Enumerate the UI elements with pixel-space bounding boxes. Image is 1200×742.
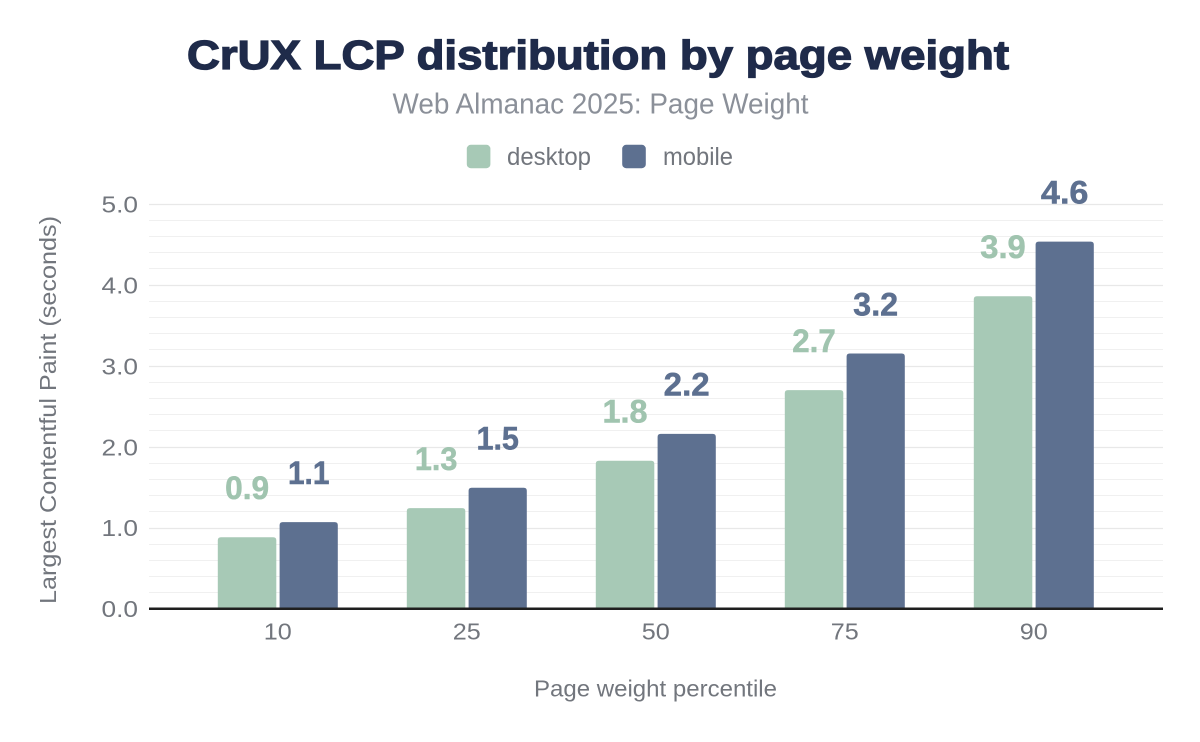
svg-text:10: 10 (264, 619, 292, 645)
svg-text:desktop: desktop (507, 143, 591, 171)
svg-text:mobile: mobile (663, 143, 733, 171)
svg-text:Web Almanac 2025: Page Weight: Web Almanac 2025: Page Weight (393, 89, 809, 121)
svg-text:4.0: 4.0 (102, 272, 139, 298)
svg-text:5.0: 5.0 (102, 191, 139, 217)
svg-text:1.5: 1.5 (476, 421, 519, 457)
svg-text:2.7: 2.7 (792, 323, 836, 359)
svg-text:1.1: 1.1 (288, 455, 330, 491)
svg-text:4.6: 4.6 (1041, 174, 1089, 210)
svg-text:3.2: 3.2 (853, 286, 898, 322)
svg-text:90: 90 (1020, 619, 1048, 645)
svg-text:CrUX LCP distribution by page: CrUX LCP distribution by page weight (187, 32, 1009, 78)
svg-text:3.9: 3.9 (980, 229, 1026, 265)
svg-text:2.0: 2.0 (102, 434, 139, 460)
svg-text:1.3: 1.3 (415, 441, 458, 477)
svg-text:0.0: 0.0 (102, 596, 139, 622)
svg-text:2.2: 2.2 (664, 367, 710, 403)
svg-text:Largest Contentful Paint (seco: Largest Contentful Paint (seconds) (35, 216, 61, 604)
svg-text:Page weight percentile: Page weight percentile (534, 676, 777, 702)
svg-text:75: 75 (831, 619, 859, 645)
svg-text:0.9: 0.9 (225, 470, 269, 506)
svg-text:3.0: 3.0 (102, 353, 139, 379)
svg-text:25: 25 (453, 619, 481, 645)
svg-text:1.0: 1.0 (102, 515, 139, 541)
svg-text:50: 50 (642, 619, 670, 645)
svg-text:1.8: 1.8 (603, 394, 648, 430)
